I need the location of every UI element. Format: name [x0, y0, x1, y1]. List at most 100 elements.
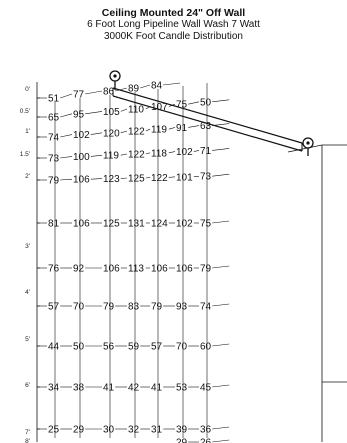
grid-value: 79 — [200, 264, 212, 275]
grid-value: 125 — [128, 174, 145, 185]
grid-value: 79 — [103, 302, 115, 313]
grid-connector — [168, 103, 176, 107]
grid-value: 122 — [151, 173, 168, 184]
grid-value: 45 — [200, 383, 212, 394]
grid-value: 38 — [73, 383, 85, 394]
depth-label: 1' — [25, 128, 30, 135]
mount-left-center — [113, 74, 117, 78]
grid-value: 36 — [200, 425, 212, 436]
grid-value: 81 — [48, 219, 60, 230]
grid-value: 74 — [200, 302, 212, 313]
grid-value: 95 — [73, 109, 85, 120]
grid-value: 65 — [48, 113, 60, 124]
grid-value: 118 — [151, 148, 167, 159]
fixture-pipe-bottom — [112, 95, 303, 152]
grid-value: 50 — [200, 97, 212, 108]
grid-connector — [145, 128, 151, 132]
grid-value: 41 — [103, 383, 115, 394]
grid-value: 113 — [128, 264, 144, 275]
wall-right-top-edge — [287, 144, 347, 153]
grid-connector — [168, 151, 176, 154]
grid-connector — [120, 130, 128, 134]
grid-value: 106 — [176, 264, 193, 275]
grid-connector — [188, 125, 200, 128]
grid-connector — [140, 84, 151, 89]
grid-connector — [90, 178, 103, 180]
grid-value: 124 — [151, 219, 168, 230]
depth-label: 0.5' — [20, 108, 30, 115]
grid-value: 73 — [48, 154, 60, 165]
grid-value: 101 — [176, 172, 193, 183]
grid-value: 75 — [176, 100, 188, 111]
grid-connector — [145, 152, 151, 155]
grid-value: 89 — [128, 84, 140, 95]
grid-value: 83 — [128, 302, 140, 313]
grid-value: 30 — [103, 425, 115, 436]
depth-label: 4' — [25, 289, 30, 296]
depth-label: 1.5' — [20, 151, 30, 158]
grid-value: 122 — [128, 127, 145, 138]
grid-value: 26 — [200, 438, 212, 443]
grid-value: 92 — [73, 264, 85, 275]
grid-value: 84 — [151, 81, 163, 92]
grid-value: 125 — [103, 219, 120, 230]
grid-value: 76 — [48, 264, 60, 275]
grid-value: 105 — [103, 107, 120, 118]
diagram-subtitle-fixture: 6 Foot Long Pipeline Wall Wash 7 Watt — [87, 19, 260, 30]
grid-value: 119 — [103, 151, 119, 162]
grid-connector-end — [212, 439, 230, 443]
fixture-pipe-top — [112, 87, 303, 144]
grid-connector — [193, 175, 200, 178]
grid-value: 120 — [103, 128, 120, 139]
grid-connector — [60, 93, 73, 99]
grid-connector-end — [212, 303, 230, 307]
grid-connector — [168, 176, 176, 178]
grid-value: 59 — [128, 342, 140, 353]
grid-value: 106 — [73, 219, 90, 230]
depth-label: 5' — [25, 336, 30, 343]
grid-connector — [60, 156, 73, 159]
grid-value: 106 — [103, 264, 120, 275]
grid-connector — [60, 113, 73, 118]
grid-value: 44 — [48, 342, 60, 353]
grid-connector-end — [212, 426, 230, 430]
grid-value: 71 — [200, 146, 212, 157]
grid-value: 56 — [103, 342, 115, 353]
grid-connector — [60, 178, 73, 181]
grid-connector-end — [212, 123, 230, 126]
grid-connector-end — [212, 173, 230, 177]
grid-connector — [90, 132, 103, 135]
grid-value: 107 — [151, 102, 168, 113]
depth-label: 7' — [25, 429, 30, 436]
grid-connector — [168, 127, 176, 130]
grid-value: 60 — [200, 342, 212, 353]
grid-value: 31 — [151, 425, 163, 436]
grid-value: 93 — [176, 302, 188, 313]
grid-value: 74 — [48, 133, 60, 144]
grid-value: 79 — [151, 302, 163, 313]
grid-value: 91 — [176, 123, 188, 134]
depth-label: 6' — [25, 382, 30, 389]
grid-value: 123 — [103, 174, 120, 185]
grid-connector — [60, 134, 73, 138]
grid-value: 29 — [73, 425, 85, 436]
depth-label: 0' — [25, 86, 30, 93]
grid-connector-end — [212, 220, 230, 224]
grid-connector-end — [212, 343, 230, 347]
grid-value: 119 — [151, 125, 167, 136]
grid-connector — [85, 90, 103, 95]
depth-label: 8' — [25, 438, 30, 443]
grid-connector-end — [212, 99, 230, 103]
grid-value: 41 — [151, 383, 163, 394]
grid-connector — [120, 108, 128, 112]
grid-connector — [145, 106, 151, 110]
grid-value: 57 — [151, 342, 163, 353]
grid-connector — [120, 177, 128, 179]
grid-value: 106 — [73, 175, 90, 186]
grid-value: 122 — [128, 150, 145, 161]
grid-value: 79 — [48, 176, 60, 187]
depth-label: 3' — [25, 243, 30, 250]
grid-connector-end — [212, 265, 230, 269]
grid-value: 25 — [48, 425, 60, 436]
